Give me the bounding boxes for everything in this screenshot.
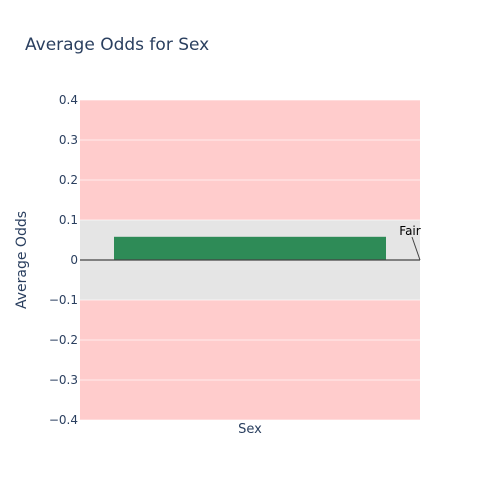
y-tick-label: −0.4 bbox=[49, 413, 78, 427]
chart-title: Average Odds for Sex bbox=[25, 35, 209, 55]
plot-area: Fair bbox=[80, 99, 421, 421]
y-tick-label: 0.1 bbox=[59, 213, 78, 227]
y-tick-label: 0.3 bbox=[59, 133, 78, 147]
fair-annotation-arrow bbox=[411, 236, 421, 261]
y-axis-title: Average Odds bbox=[14, 211, 30, 309]
y-tick-label: 0.4 bbox=[59, 93, 78, 107]
y-tick-label: −0.3 bbox=[49, 373, 78, 387]
y-tick-label: 0 bbox=[70, 253, 78, 267]
y-tick-label: −0.2 bbox=[49, 333, 78, 347]
y-tick-label: −0.1 bbox=[49, 293, 78, 307]
x-axis-title: Sex bbox=[238, 422, 262, 437]
y-tick-label: 0.2 bbox=[59, 173, 78, 187]
bar bbox=[114, 236, 386, 260]
fair-annotation-label: Fair bbox=[399, 224, 420, 238]
y-axis-ticks: 0.4 0.3 0.2 0.1 0 −0.1 −0.2 −0.3 −0.4 bbox=[49, 93, 78, 427]
